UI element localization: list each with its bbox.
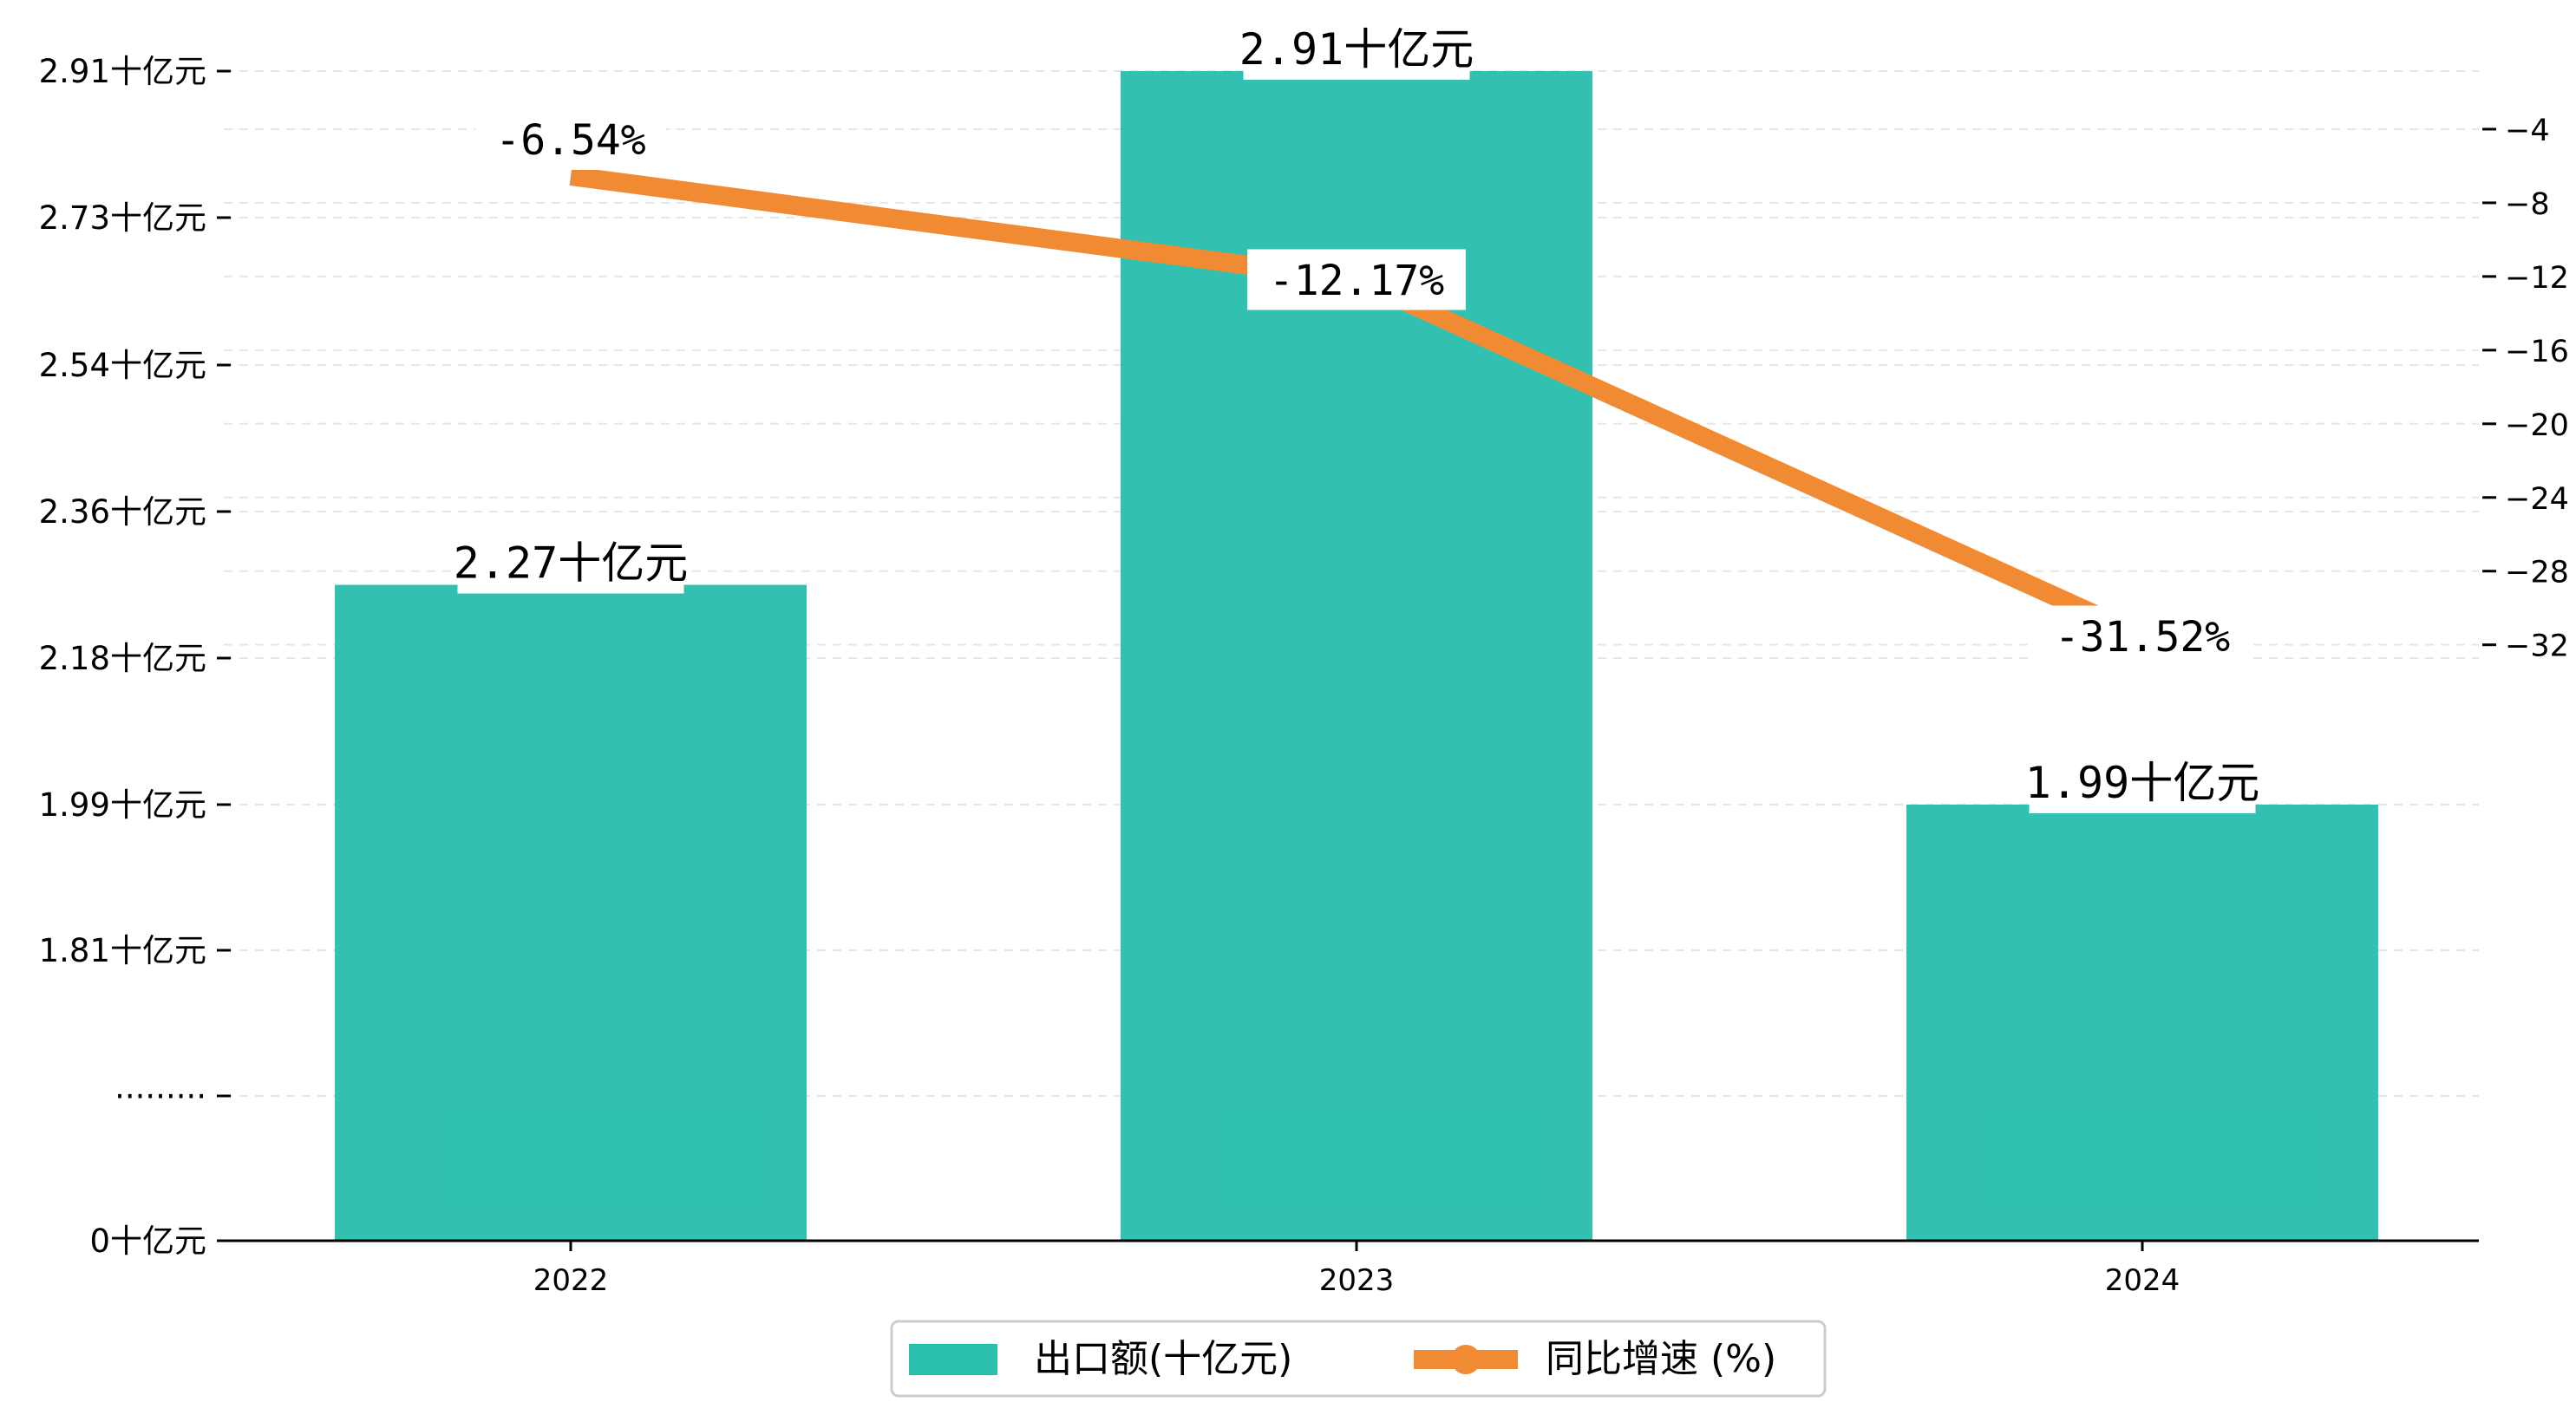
bar [1906, 805, 2378, 1241]
legend-bar-label: 出口额(十亿元) [1034, 1337, 1292, 1381]
bar-value-label-box [457, 531, 684, 594]
legend-line-marker [1451, 1345, 1481, 1374]
legend[interactable]: 出口额(十亿元) 同比增速 (%) [890, 1320, 1827, 1398]
bar [335, 584, 807, 1241]
growth-value-label: -6.54% [495, 116, 645, 165]
right-axis-tick-label: −32 [2505, 629, 2569, 664]
x-axis-tick-label: 2022 [533, 1263, 609, 1298]
legend-line-label: 同比增速 (%) [1546, 1337, 1776, 1381]
legend-bar-swatch [909, 1344, 997, 1375]
axes: 0十亿元 ········· 1.81十亿元 1.99十亿元 2.18十亿元 2.36十亿… [39, 53, 2569, 1298]
legend-frame [890, 1320, 1827, 1398]
left-axis-tick-label: 2.18十亿元 [39, 640, 206, 677]
x-axis-tick-label: 2023 [1319, 1263, 1395, 1298]
bar [1121, 71, 1592, 1241]
right-axis-tick-label: −24 [2505, 482, 2569, 517]
growth-value-label: -31.52% [2055, 613, 2230, 662]
right-axis-tick-label: −8 [2505, 187, 2550, 222]
right-axis-tick-label: −4 [2505, 114, 2550, 148]
growth-value-label: -12.17% [1269, 257, 1444, 305]
growth-value-label-box [1247, 249, 1466, 310]
left-axis-tick-label: 1.81十亿元 [39, 932, 206, 969]
left-axis-tick-label: 2.36十亿元 [39, 493, 206, 531]
left-axis-tick-label: 2.91十亿元 [39, 53, 206, 90]
left-axis-tick-label: 1.99十亿元 [39, 786, 206, 824]
data-labels: 2.27十亿元 2.91十亿元 1.99十亿元 -6.54% -12.17% -31.52… [454, 17, 2259, 813]
right-axis-tick-label: −12 [2505, 261, 2569, 296]
bar-value-label: 2.91十亿元 [1239, 24, 1474, 75]
bar-value-label-box [1243, 17, 1470, 80]
x-axis-tick-label: 2024 [2105, 1263, 2180, 1298]
left-axis-tick-label: 0十亿元 [89, 1223, 206, 1260]
bar-value-label: 1.99十亿元 [2025, 758, 2259, 808]
bar-value-label-box [2029, 751, 2256, 813]
growth-value-label-box [474, 108, 667, 170]
right-axis-tick-label: −28 [2505, 556, 2569, 590]
left-axis-tick-label: 2.54十亿元 [39, 347, 206, 384]
bar-value-label: 2.27十亿元 [454, 538, 688, 589]
right-axis-tick-label: −20 [2505, 408, 2569, 443]
right-axis-tick-label: −16 [2505, 335, 2569, 369]
left-axis-tick-label: 2.73十亿元 [39, 199, 206, 237]
growth-value-label-box [2033, 605, 2252, 667]
left-axis-tick-label: ········· [114, 1078, 206, 1115]
